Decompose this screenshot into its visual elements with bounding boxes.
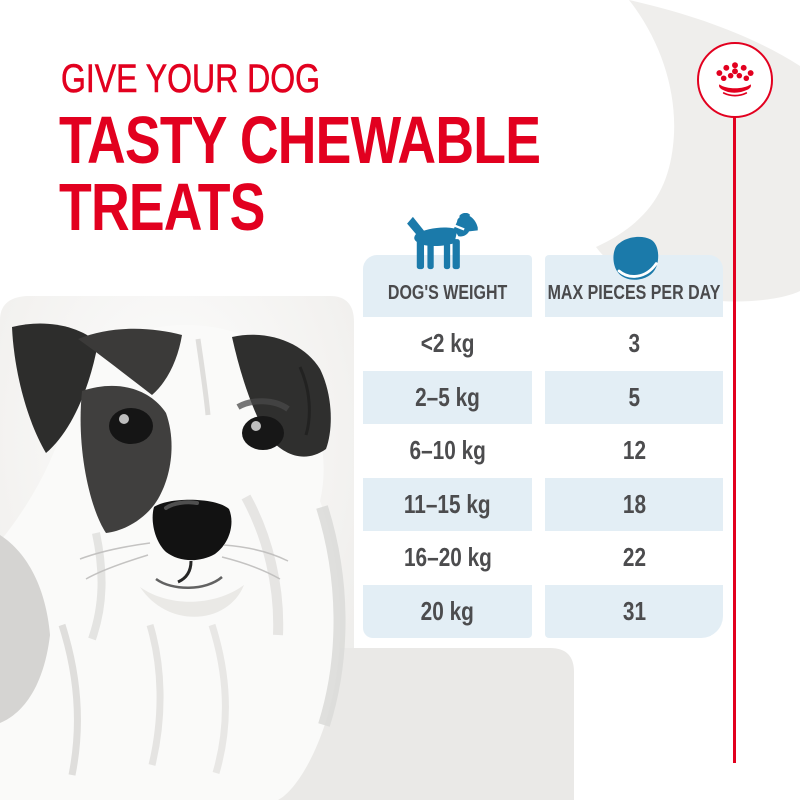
vertical-divider	[733, 114, 736, 763]
pieces-rows: 3 5 12 18 22 31	[545, 317, 723, 638]
headline-line2: TASTY CHEWABLE	[59, 102, 660, 179]
weight-value: 6–10 kg	[409, 435, 486, 466]
headline-line3-text: TREATS	[59, 170, 265, 245]
pieces-value: 5	[628, 381, 640, 412]
pieces-value: 22	[622, 542, 646, 573]
table-row: 2–5 kg	[363, 370, 532, 424]
pieces-column-header: MAX PIECES PER DAY	[545, 255, 723, 317]
pieces-value: 3	[628, 328, 640, 359]
table-row: 16–20 kg	[363, 531, 532, 585]
dosage-table-pieces-column: MAX PIECES PER DAY 3 5 12 18 22 31	[545, 255, 723, 638]
weight-header-label: DOG'S WEIGHT	[387, 282, 508, 304]
dosage-table-weight-column: DOG'S WEIGHT <2 kg 2–5 kg 6–10 kg 11–15 …	[363, 255, 532, 638]
table-row: 31	[545, 584, 723, 638]
table-row: 12	[545, 424, 723, 478]
headline-line1: GIVE YOUR DOG	[61, 57, 385, 102]
weight-value: <2 kg	[420, 328, 475, 359]
table-row: 18	[545, 477, 723, 531]
table-row: 6–10 kg	[363, 424, 532, 478]
headline-line3: TREATS	[59, 169, 316, 246]
table-row: 5	[545, 370, 723, 424]
table-row: 20 kg	[363, 584, 532, 638]
weight-value: 16–20 kg	[403, 542, 492, 573]
weight-value: 11–15 kg	[404, 488, 491, 519]
weight-rows: <2 kg 2–5 kg 6–10 kg 11–15 kg 16–20 kg 2…	[363, 317, 532, 638]
dog-icon	[401, 213, 479, 273]
pieces-value: 18	[622, 488, 646, 519]
pieces-value: 12	[622, 435, 646, 466]
pieces-header-label: MAX PIECES PER DAY	[547, 282, 721, 304]
headline-line2-text: TASTY CHEWABLE	[59, 103, 541, 178]
table-row: 3	[545, 317, 723, 371]
table-row: <2 kg	[363, 317, 532, 371]
dog-photo	[0, 323, 346, 800]
royal-canin-crown-logo	[697, 42, 773, 118]
crown-icon	[716, 62, 754, 97]
table-row: 11–15 kg	[363, 477, 532, 531]
treat-icon	[608, 232, 663, 283]
weight-value: 2–5 kg	[415, 381, 480, 412]
table-row: 22	[545, 531, 723, 585]
headline-line1-text: GIVE YOUR DOG	[61, 57, 321, 102]
pieces-value: 31	[622, 595, 646, 626]
weight-value: 20 kg	[420, 595, 475, 626]
